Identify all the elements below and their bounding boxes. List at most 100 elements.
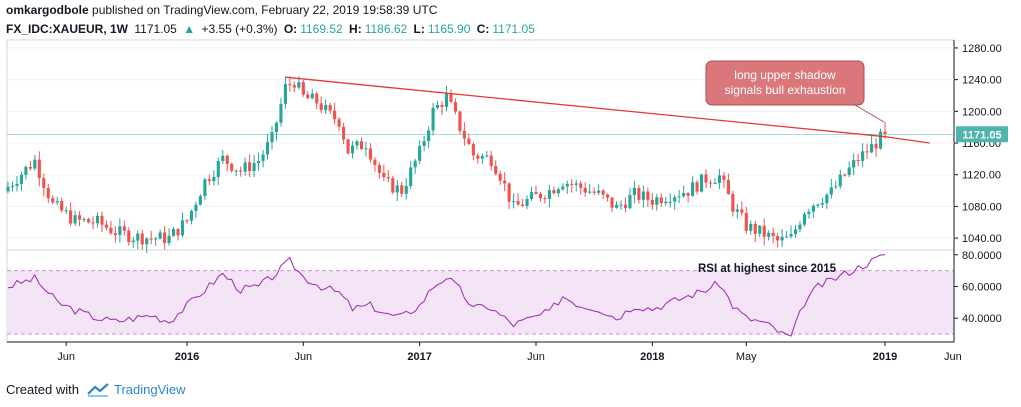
candle-body bbox=[659, 197, 663, 204]
candle-body bbox=[713, 182, 717, 184]
candle-body bbox=[113, 233, 117, 236]
candle-body bbox=[283, 83, 287, 104]
rsi-tick-label: 40.0000 bbox=[962, 313, 1002, 325]
candle-body bbox=[583, 187, 587, 193]
candle-body bbox=[735, 209, 739, 212]
candle-body bbox=[100, 215, 104, 225]
candle-body bbox=[762, 225, 766, 237]
trendline[interactable] bbox=[285, 76, 930, 144]
candle-body bbox=[149, 238, 153, 240]
candle-body bbox=[556, 189, 560, 194]
candle-body bbox=[784, 236, 789, 238]
tradingview-brand[interactable]: TradingView bbox=[114, 382, 186, 397]
candle-body bbox=[820, 203, 824, 205]
candle-body bbox=[816, 204, 820, 206]
candle-body bbox=[798, 224, 802, 230]
candle-body bbox=[427, 130, 431, 142]
rsi-tick-label: 60.0000 bbox=[962, 281, 1002, 293]
candle-body bbox=[189, 210, 194, 221]
candle-body bbox=[297, 82, 301, 88]
candle-body bbox=[46, 188, 50, 199]
candle-body bbox=[404, 185, 408, 194]
rsi-line bbox=[7, 254, 886, 337]
candle-body bbox=[158, 232, 162, 239]
candle-body bbox=[699, 174, 704, 192]
candle-body bbox=[82, 219, 86, 221]
candle-body bbox=[708, 182, 713, 184]
candle-body bbox=[216, 161, 220, 177]
candle-body bbox=[212, 176, 216, 182]
high-value: 1186.62 bbox=[364, 22, 408, 36]
candlestick-series bbox=[6, 76, 887, 253]
candle-body bbox=[731, 194, 735, 212]
published-text: published on TradingView.com, February 2… bbox=[92, 3, 438, 17]
candle-body bbox=[346, 139, 350, 154]
candle-body bbox=[776, 235, 780, 241]
candle-body bbox=[15, 183, 19, 186]
candle-body bbox=[73, 215, 77, 224]
candle-body bbox=[543, 198, 547, 200]
candle-body bbox=[127, 230, 131, 243]
candle-body bbox=[198, 196, 202, 205]
candle-body bbox=[60, 201, 64, 211]
candle-body bbox=[270, 132, 274, 143]
candle-body bbox=[601, 190, 605, 195]
time-tick-label: Jun bbox=[57, 351, 75, 363]
candle-body bbox=[552, 190, 556, 194]
candle-body bbox=[449, 93, 453, 102]
candle-body bbox=[829, 187, 833, 195]
candle-body bbox=[319, 103, 323, 111]
close-label: C: bbox=[476, 22, 490, 36]
candle-body bbox=[261, 154, 265, 162]
price-tick-label: 1040.00 bbox=[962, 233, 1002, 245]
candle-body bbox=[610, 197, 614, 208]
candle-body bbox=[37, 159, 41, 178]
candle-body bbox=[140, 233, 144, 245]
candle-body bbox=[740, 209, 744, 213]
candle-body bbox=[207, 179, 211, 182]
candle-body bbox=[512, 200, 516, 202]
candle-body bbox=[431, 107, 435, 131]
last-price: 1171.05 bbox=[134, 22, 177, 36]
callout[interactable]: long upper shadow signals bull exhaustio… bbox=[705, 60, 885, 123]
candle-body bbox=[516, 200, 520, 205]
candle-body bbox=[503, 180, 507, 184]
candle-body bbox=[28, 166, 32, 169]
candle-body bbox=[632, 187, 636, 196]
candle-body bbox=[579, 183, 583, 188]
candle-body bbox=[619, 204, 623, 206]
candle-body bbox=[753, 223, 757, 234]
candle-body bbox=[203, 179, 207, 197]
candle-body bbox=[825, 194, 829, 204]
candle-body bbox=[489, 155, 493, 166]
candle-body bbox=[722, 175, 726, 180]
footer: Created with TradingView bbox=[6, 382, 186, 397]
open-label: O: bbox=[283, 22, 298, 36]
time-tick-label: 2017 bbox=[407, 351, 431, 363]
callout-text-line2: signals bull exhaustion bbox=[725, 83, 846, 97]
candle-body bbox=[682, 193, 686, 197]
candle-body bbox=[225, 155, 229, 164]
candle-body bbox=[628, 195, 632, 209]
publish-info: omkargodbole published on TradingView.co… bbox=[6, 3, 437, 17]
candle-body bbox=[435, 104, 440, 108]
candle-body bbox=[364, 148, 368, 150]
candle-body bbox=[171, 229, 176, 236]
candle-body bbox=[257, 161, 261, 164]
candle-body bbox=[691, 182, 695, 196]
candle-body bbox=[400, 185, 404, 194]
candle-body bbox=[852, 160, 856, 168]
price-tick-label: 1200.00 bbox=[962, 106, 1002, 118]
candle-body bbox=[574, 183, 578, 185]
rsi-axis: 80.0000 60.0000 40.0000 bbox=[954, 250, 1002, 325]
author-name[interactable]: omkargodbole bbox=[6, 3, 89, 17]
candle-body bbox=[592, 191, 596, 193]
candle-body bbox=[565, 183, 569, 187]
candle-body bbox=[279, 103, 283, 123]
candle-body bbox=[467, 138, 471, 145]
candle-body bbox=[655, 197, 659, 205]
candle-body bbox=[588, 191, 592, 193]
candle-body bbox=[51, 198, 55, 203]
symbol-info: FX_IDC:XAUEUR, 1W 1171.05 ▲ +3.55 (+0.3%… bbox=[6, 22, 538, 36]
